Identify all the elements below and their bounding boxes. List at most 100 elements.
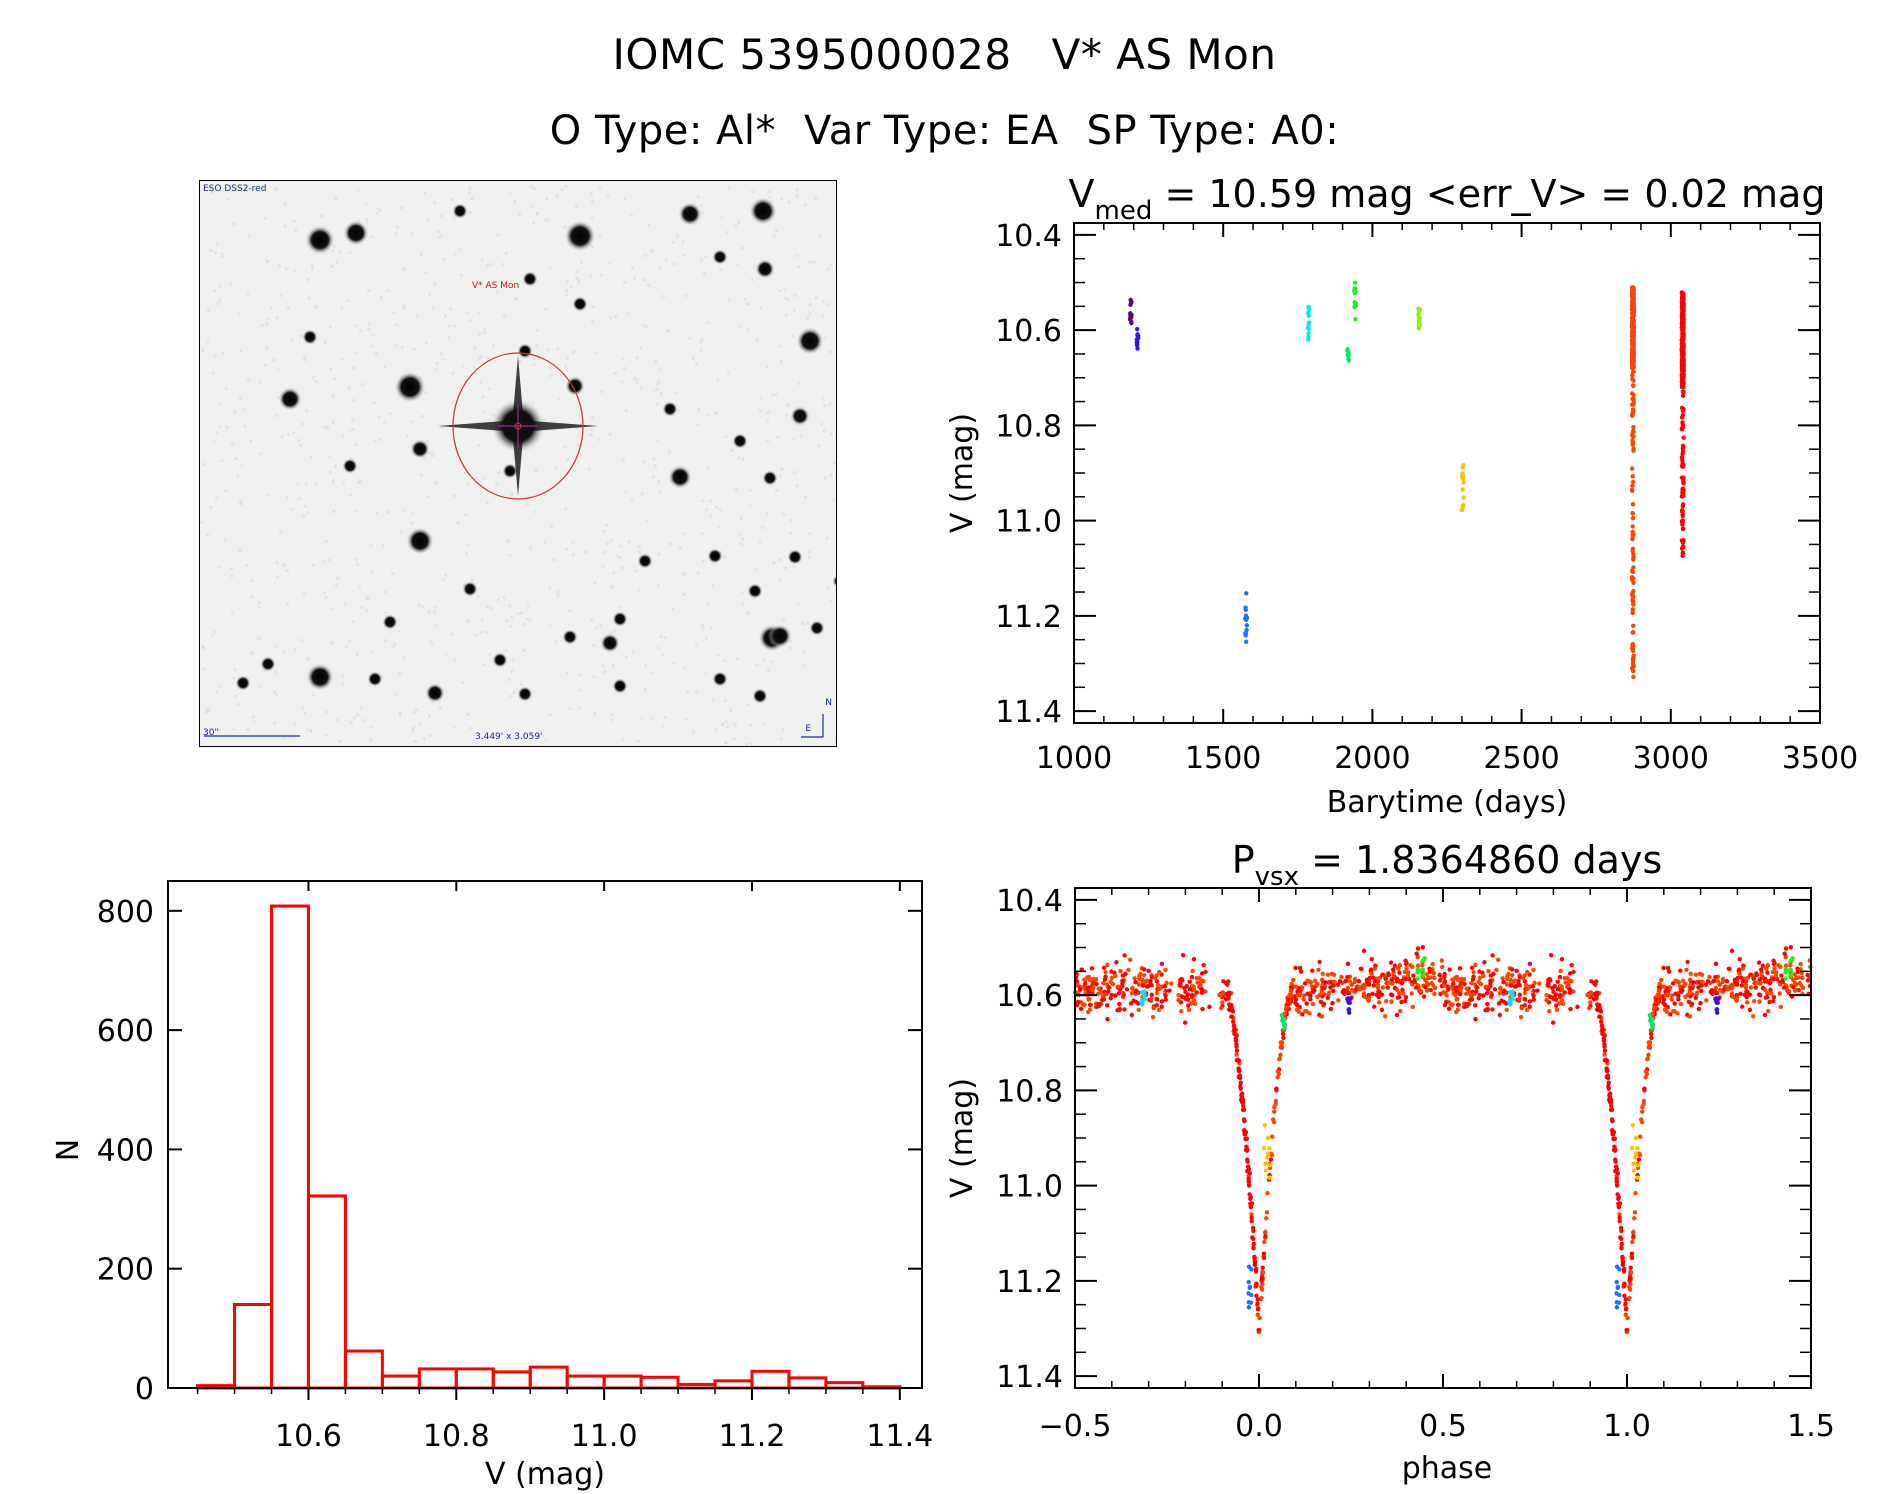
data-point [1630, 647, 1636, 652]
sky-noise [233, 668, 237, 672]
data-point [1345, 961, 1351, 966]
sky-noise [489, 606, 493, 610]
sky-noise [638, 550, 642, 554]
data-point [1178, 980, 1183, 985]
sky-noise [656, 387, 660, 391]
data-point [1679, 314, 1685, 320]
data-point [1432, 975, 1437, 981]
sky-noise [275, 645, 279, 649]
data-point [1293, 997, 1299, 1002]
sky-noise [213, 289, 217, 293]
data-point [1782, 951, 1787, 956]
sky-noise [822, 429, 826, 433]
sky-noise [613, 371, 617, 375]
data-point [1265, 1191, 1270, 1196]
star [260, 656, 276, 672]
data-point [1416, 320, 1422, 326]
sky-noise [299, 444, 303, 448]
sky-noise [507, 678, 511, 682]
sky-noise [610, 585, 614, 589]
star [492, 652, 508, 668]
sky-noise [592, 643, 596, 647]
sky-noise [209, 249, 213, 253]
data-point [1793, 981, 1798, 987]
star [343, 220, 369, 246]
sky-noise [778, 578, 782, 582]
sky-noise [377, 415, 381, 419]
data-point [1788, 973, 1793, 979]
sky-noise [422, 456, 426, 460]
data-point [1800, 975, 1805, 981]
sky-noise [525, 502, 529, 506]
sky-noise [782, 617, 786, 621]
data-point [1483, 984, 1488, 990]
sky-noise [834, 737, 836, 741]
data-point [1134, 999, 1139, 1005]
data-point [1592, 992, 1597, 997]
data-point [1522, 997, 1528, 1002]
data-point [1743, 982, 1749, 987]
data-point [1625, 1315, 1630, 1321]
data-point [1705, 979, 1711, 984]
sky-noise [658, 367, 662, 371]
sky-noise [495, 483, 499, 487]
data-point [1187, 987, 1193, 992]
sky-noise [456, 521, 460, 525]
axes: −0.5 0.0 0.5 1.0 1.510.410.610.811.011.211.4 [996, 884, 1835, 1444]
sky-noise [584, 550, 588, 554]
sky-noise [435, 368, 439, 372]
title-rest: = 10.59 mag <err_V> = 0.02 mag [1152, 172, 1825, 216]
sky-noise [300, 638, 304, 642]
data-point [1693, 972, 1699, 977]
sky-noise [218, 285, 222, 289]
data-point [1546, 980, 1551, 985]
sky-noise [364, 608, 368, 612]
sky-noise [282, 736, 286, 740]
sky-noise [451, 371, 455, 375]
star [394, 371, 426, 403]
sky-noise [601, 565, 605, 569]
data-point [1451, 990, 1456, 996]
sky-noise [331, 394, 335, 398]
sky-noise [601, 529, 605, 533]
data-point [1688, 971, 1693, 977]
sky-noise [502, 595, 506, 599]
sky-noise [681, 532, 685, 536]
sky-noise [802, 663, 806, 667]
data-point [1361, 982, 1367, 988]
data-point [1361, 991, 1367, 996]
star [747, 583, 763, 599]
sky-noise [413, 739, 417, 743]
data-point [1430, 962, 1435, 967]
sky-noise [829, 263, 833, 267]
data-point [1680, 338, 1685, 343]
data-point [1657, 981, 1662, 987]
data-point [1305, 978, 1310, 984]
sky-noise [383, 365, 387, 369]
y-tick-label: 11.2 [996, 1265, 1063, 1300]
data-point [1707, 974, 1712, 980]
sky-noise [789, 518, 793, 522]
sky-noise [469, 726, 473, 730]
sky-noise [265, 259, 269, 263]
data-point [1575, 1004, 1580, 1010]
data-point [1397, 963, 1402, 968]
sky-noise [353, 509, 357, 513]
sky-noise [314, 482, 318, 486]
data-point [1629, 361, 1635, 367]
data-point [1250, 1225, 1256, 1231]
data-point [1778, 1004, 1784, 1010]
data-point [1403, 976, 1409, 982]
data-point [1244, 591, 1249, 596]
sky-noise [220, 255, 224, 259]
sky-noise [818, 234, 822, 238]
sky-noise [621, 457, 625, 461]
title-prefix: P [1232, 838, 1255, 882]
sky-noise [784, 313, 788, 317]
sky-noise [400, 345, 404, 349]
data-point [1769, 991, 1774, 996]
data-point [1094, 981, 1099, 987]
data-point [1178, 983, 1183, 989]
sky-noise [466, 482, 470, 486]
sky-noise [767, 190, 771, 194]
